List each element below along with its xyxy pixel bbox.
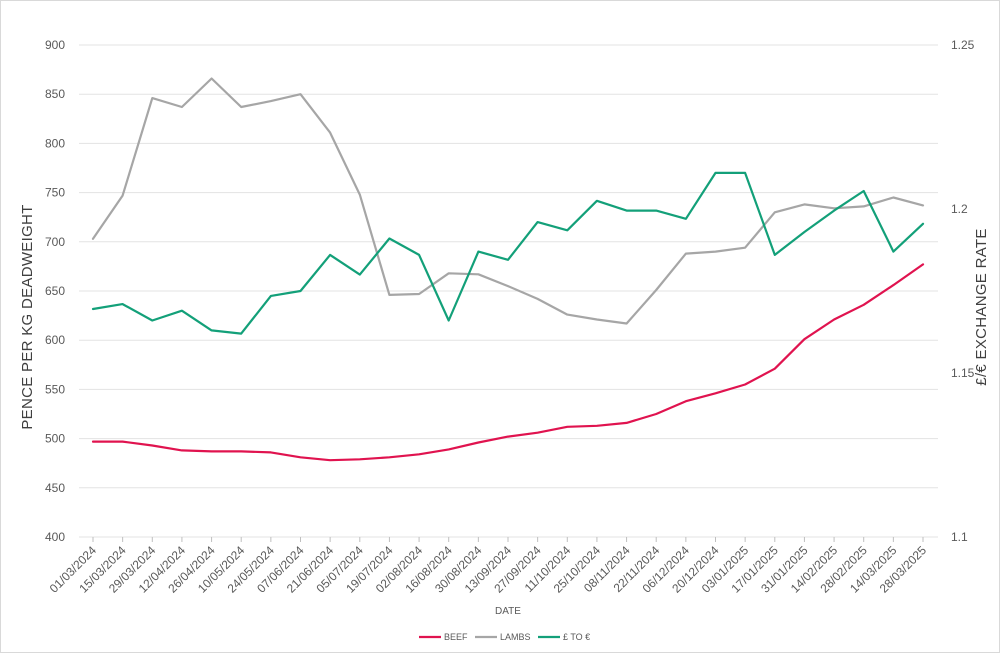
series-lines — [91, 77, 925, 462]
left-y-axis: 400 450 500 550 600 650 700 750 800 850 900 — [45, 38, 65, 544]
series-line-1 — [91, 263, 925, 462]
y2-tick-label: 1.1 — [951, 530, 968, 544]
y2-axis-title: £/€ EXCHANGE RATE — [973, 228, 990, 385]
y-tick-label: 500 — [45, 432, 65, 446]
legend-item: LAMBS — [475, 632, 531, 642]
y-tick-label: 850 — [45, 87, 65, 101]
y2-tick-label: 1.25 — [951, 38, 975, 52]
y-tick-label: 600 — [45, 333, 65, 347]
y-tick-label: 650 — [45, 284, 65, 298]
y2-tick-label: 1.15 — [951, 366, 975, 380]
y2-tick-label: 1.2 — [951, 202, 968, 216]
y-tick-label: 900 — [45, 38, 65, 52]
y-tick-label: 450 — [45, 481, 65, 495]
series-line-2 — [91, 77, 925, 325]
legend-label: £ TO € — [563, 632, 590, 642]
series-line-3 — [91, 171, 925, 335]
y-tick-label: 750 — [45, 186, 65, 200]
x-axis-title: DATE — [495, 606, 521, 617]
right-y-axis: 1.1 1.15 1.2 1.25 — [951, 38, 975, 544]
y-tick-label: 400 — [45, 530, 65, 544]
y-axis-title: PENCE PER KG DEADWEIGHT — [19, 204, 36, 429]
y-tick-label: 550 — [45, 382, 65, 396]
x-axis: 01/03/202415/03/202429/03/202412/04/2024… — [47, 537, 929, 596]
legend-item: BEEF — [419, 632, 468, 642]
y-tick-label: 700 — [45, 235, 65, 249]
legend-item: £ TO € — [538, 632, 590, 642]
gridlines — [79, 44, 938, 538]
y-tick-label: 800 — [45, 136, 65, 150]
legend-label: BEEF — [444, 632, 468, 642]
legend-label: LAMBS — [500, 632, 531, 642]
legend: BEEF LAMBS £ TO € — [419, 632, 590, 642]
